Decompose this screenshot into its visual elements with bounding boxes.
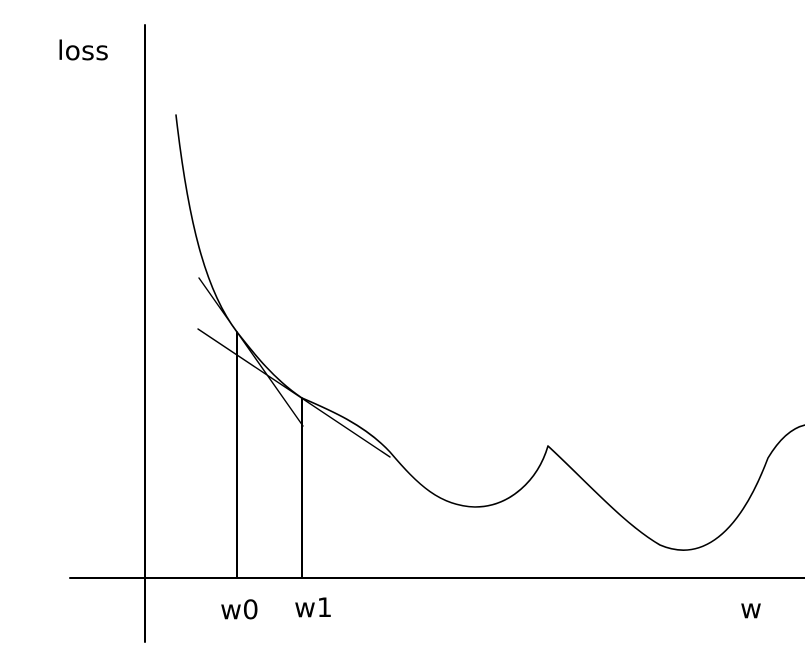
w1-label: w1: [294, 593, 333, 624]
w0-label: w0: [220, 595, 259, 626]
tangent-line-steep: [198, 277, 304, 427]
y-axis-label: loss: [57, 36, 109, 67]
tangent-line-shallow: [197, 328, 391, 458]
loss-curve: [175, 114, 805, 551]
x-axis-label: w: [740, 594, 762, 625]
